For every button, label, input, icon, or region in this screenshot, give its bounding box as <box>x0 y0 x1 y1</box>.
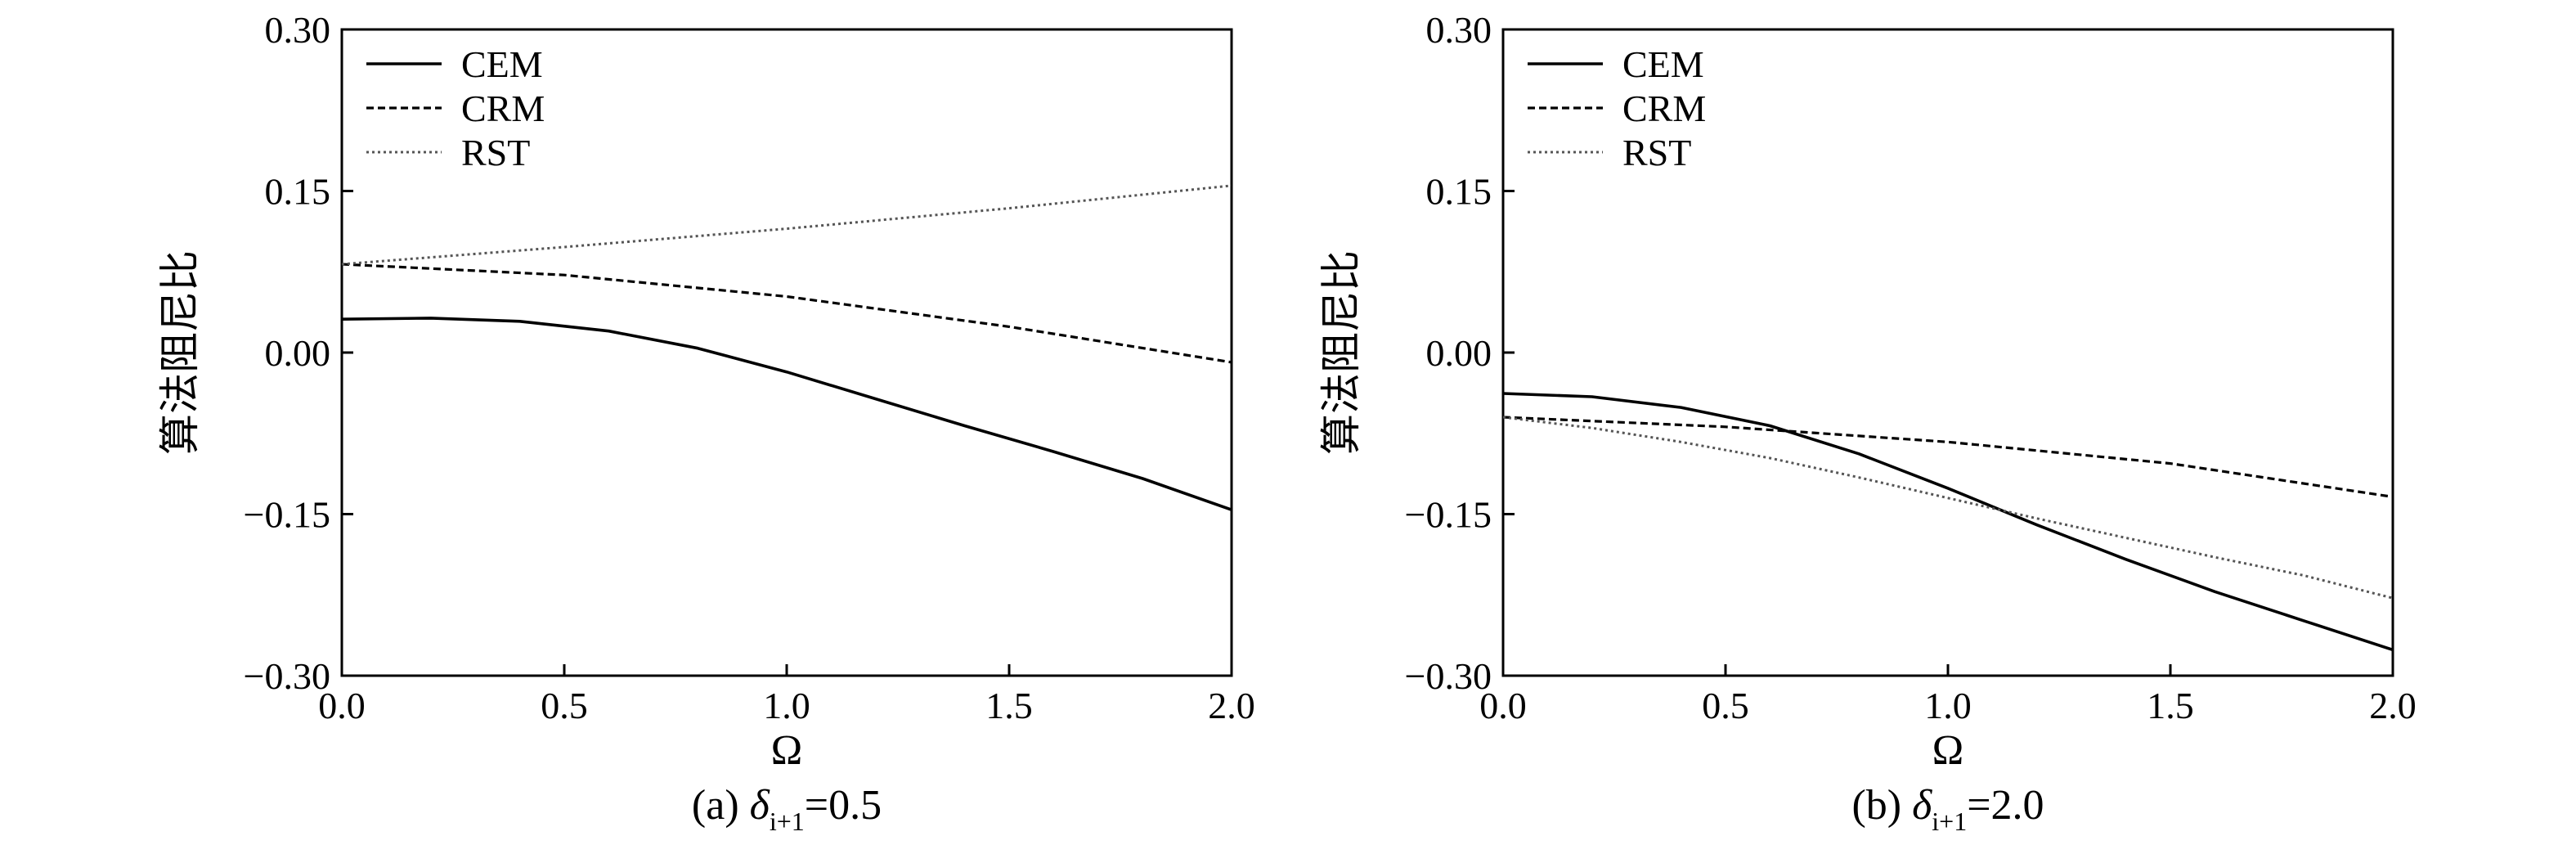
caption-suffix: =2.0 <box>1967 782 2044 829</box>
legend-label-cem: CEM <box>461 43 543 85</box>
caption-suffix: =0.5 <box>805 782 882 829</box>
x-tick-label: 1.0 <box>763 685 810 726</box>
y-axis-title: 算法阻尼比 <box>1318 250 1364 455</box>
x-tick-label: 0.5 <box>541 685 588 726</box>
x-tick-label: 2.0 <box>1208 685 1255 726</box>
caption-subscript: i+1 <box>1932 807 1967 836</box>
y-tick-label: −0.15 <box>244 494 330 536</box>
series-line-rst <box>1502 416 2394 600</box>
caption-subscript: i+1 <box>770 807 805 836</box>
caption-symbol: δ <box>1912 782 1932 829</box>
y-axis-title: 算法阻尼比 <box>157 250 203 455</box>
legend-label-crm: CRM <box>1622 88 1706 129</box>
y-tick-label: 0.30 <box>1426 9 1492 51</box>
y-tick-label: 0.15 <box>265 171 331 213</box>
y-tick-label: 0.15 <box>1426 171 1492 213</box>
x-tick-label: 1.5 <box>985 685 1033 726</box>
x-axis-title: Ω <box>771 727 803 774</box>
x-tick-label: 0.0 <box>318 685 366 726</box>
caption-prefix: (a) <box>692 782 750 829</box>
series-line-cem <box>341 317 1232 511</box>
legend-label-rst: RST <box>1622 132 1691 173</box>
panel-a: 0.0 0.5 1.0 1.5 2.0 0.30 0.15 0.00 −0.15 −0.30 Ω 算法… <box>157 9 1255 836</box>
caption-symbol: δ <box>750 782 770 829</box>
caption-prefix: (b) <box>1851 782 1912 829</box>
legend-label-crm: CRM <box>461 88 545 129</box>
panel-caption: (a) δi+1=0.5 <box>692 782 882 836</box>
panel-caption: (b) δi+1=2.0 <box>1851 782 2044 836</box>
x-tick-label: 0.5 <box>1702 685 1749 726</box>
legend-label-rst: RST <box>461 132 530 173</box>
y-tick-label: 0.30 <box>265 9 331 51</box>
series-line-crm <box>1502 416 2394 498</box>
x-axis-title: Ω <box>1932 727 1964 774</box>
panel-b: 0.0 0.5 1.0 1.5 2.0 0.30 0.15 0.00 −0.15 −0.30 Ω 算法… <box>1318 9 2417 836</box>
x-tick-label: 0.0 <box>1479 685 1527 726</box>
y-tick-label: 0.00 <box>1426 332 1492 374</box>
y-tick-label: −0.15 <box>1405 494 1492 536</box>
y-tick-label: 0.00 <box>265 332 331 374</box>
series-line-cem <box>1502 392 2394 652</box>
series-line-rst <box>341 184 1232 266</box>
series-line-crm <box>341 263 1232 364</box>
y-tick-label: −0.30 <box>1405 655 1492 697</box>
x-tick-label: 2.0 <box>2369 685 2417 726</box>
legend-label-cem: CEM <box>1622 43 1704 85</box>
y-tick-label: −0.30 <box>244 655 330 697</box>
x-tick-label: 1.0 <box>1924 685 1972 726</box>
x-tick-label: 1.5 <box>2147 685 2194 726</box>
